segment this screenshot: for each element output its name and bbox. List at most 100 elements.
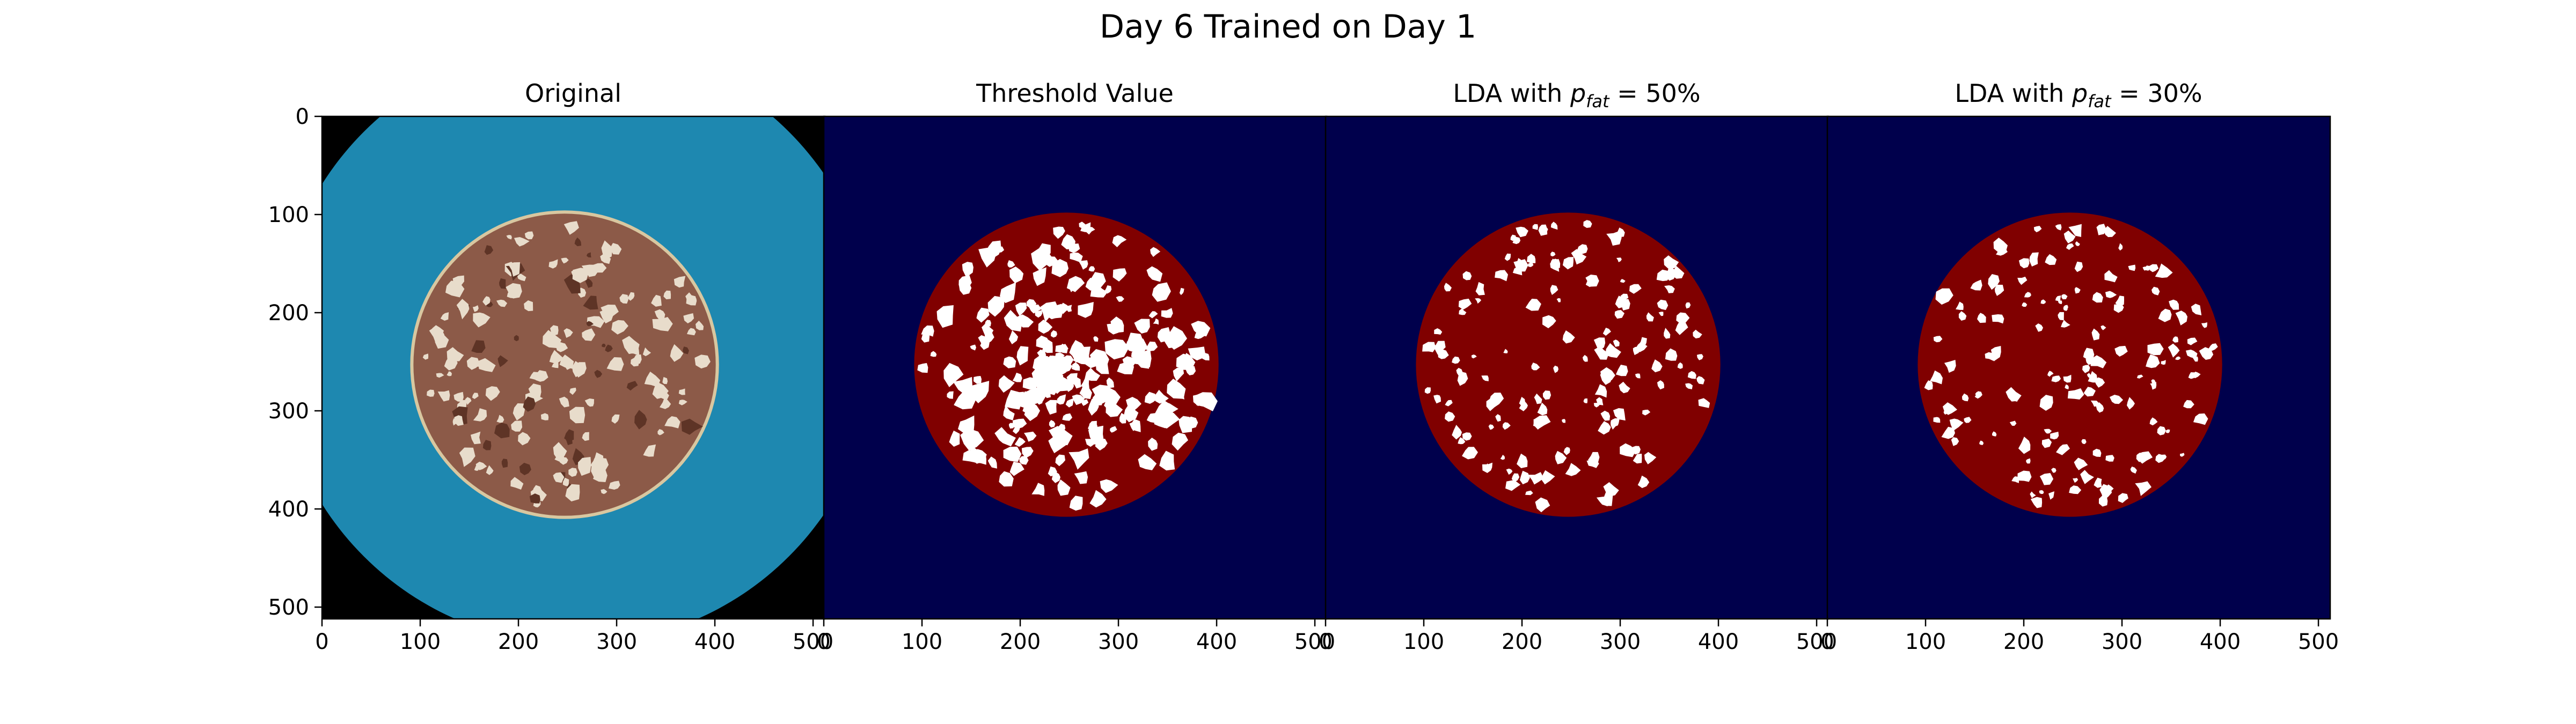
mask-fat-region bbox=[2041, 438, 2052, 448]
mask-fat-region bbox=[1542, 390, 1552, 400]
mask-fat-region bbox=[1452, 425, 1462, 440]
mask-fat-region bbox=[1512, 267, 1523, 276]
mask-fat-region bbox=[1005, 390, 1022, 410]
mask-fat-region bbox=[1992, 314, 2004, 324]
mask-fat-region bbox=[1598, 421, 1611, 435]
salami-texture-spot bbox=[571, 270, 576, 277]
mask-fat-region bbox=[1696, 376, 1705, 385]
salami-texture-spot bbox=[634, 410, 647, 430]
mask-fat-region bbox=[978, 335, 987, 344]
salami-texture-spot bbox=[437, 390, 450, 402]
mask-fat-region bbox=[2158, 308, 2172, 322]
salami-texture-spot bbox=[436, 373, 444, 378]
mask-fat-region bbox=[1074, 471, 1088, 484]
salami-texture-spot bbox=[610, 360, 619, 370]
mask-fat-region bbox=[1089, 420, 1097, 430]
salami-texture-spot bbox=[657, 429, 664, 435]
x-tick-label: 500 bbox=[1796, 630, 1837, 654]
y-tick-label: 500 bbox=[268, 595, 309, 620]
mask-fat-region bbox=[960, 428, 984, 451]
salami-texture-spot bbox=[582, 432, 589, 441]
mask-fat-region bbox=[1003, 356, 1016, 368]
panel-lda-30: LDA with pfat = 30% 0 100 200 300 400 500 bbox=[1820, 79, 2339, 654]
panel-title-lda-50: LDA with pfat = 50% bbox=[1453, 79, 1700, 112]
mask-fat-region bbox=[1146, 413, 1158, 423]
mask-fat-region bbox=[1188, 346, 1205, 361]
salami-texture-spot bbox=[435, 334, 449, 349]
mask-fat-region bbox=[2130, 466, 2137, 474]
mask-fat-region bbox=[1613, 339, 1620, 347]
mask-fat-region bbox=[1078, 260, 1088, 270]
panel-title-lda-30: LDA with pfat = 30% bbox=[1955, 79, 2202, 112]
salami-texture-spot bbox=[486, 465, 494, 475]
mask-fat-region bbox=[1157, 327, 1171, 343]
mask-fat-region bbox=[1056, 394, 1066, 405]
mask-fat-region bbox=[2017, 276, 2028, 285]
mask-fat-region bbox=[1080, 379, 1089, 388]
salami-texture-spot bbox=[611, 414, 620, 424]
mask-fat-region bbox=[2091, 328, 2100, 341]
mask-fat-region bbox=[1519, 396, 1525, 407]
mask-fat-region bbox=[1434, 328, 1443, 335]
salami-texture-spot bbox=[574, 237, 582, 247]
mask-fat-region bbox=[2109, 395, 2124, 404]
mask-fat-region bbox=[2018, 437, 2031, 454]
mask-fat-region bbox=[1176, 353, 1196, 370]
mask-fat-region bbox=[985, 331, 994, 345]
mask-fat-region bbox=[1943, 410, 1948, 415]
y-tick-label: 300 bbox=[268, 399, 309, 424]
mask-fat-region bbox=[1431, 344, 1437, 349]
mask-fat-region bbox=[1031, 248, 1053, 271]
mask-fat-region bbox=[1698, 398, 1710, 408]
lda-30-title-prefix: LDA with bbox=[1955, 79, 2072, 108]
mask-fat-region bbox=[1949, 418, 1964, 431]
mask-fat-region bbox=[1179, 416, 1192, 433]
mask-fat-region bbox=[1009, 267, 1024, 284]
salami-texture-spot bbox=[609, 481, 620, 490]
x-tick-label: 500 bbox=[1294, 630, 1335, 654]
salami-texture-spot bbox=[564, 429, 574, 442]
mask-fat-region bbox=[1610, 419, 1618, 430]
mask-fat-region bbox=[1435, 341, 1446, 355]
mask-fat-region bbox=[1672, 265, 1685, 279]
mask-fat-region bbox=[921, 325, 934, 337]
y-tick-label: 100 bbox=[268, 203, 309, 227]
mask-fat-region bbox=[2022, 302, 2028, 307]
mask-fat-region bbox=[2192, 356, 2198, 362]
salami-texture-spot bbox=[651, 294, 662, 307]
salami-texture-spot bbox=[696, 320, 704, 330]
mask-fat-region bbox=[1444, 283, 1452, 292]
salami-texture-spot bbox=[496, 299, 508, 307]
mask-fat-region bbox=[1049, 420, 1056, 428]
x-axis-lda-50: 0 100 200 300 400 500 bbox=[1319, 619, 1837, 654]
mask-fat-region bbox=[974, 376, 982, 384]
mask-fat-region bbox=[1026, 299, 1037, 308]
mask-fat-region bbox=[2048, 491, 2054, 500]
salami-texture-spot bbox=[662, 376, 668, 385]
mask-fat-region bbox=[1123, 403, 1139, 423]
mask-fat-region bbox=[1055, 454, 1065, 467]
mask-fat-region bbox=[2180, 453, 2185, 457]
mask-fat-region bbox=[2172, 336, 2178, 343]
salami-texture-spot bbox=[514, 335, 519, 342]
mask-fat-region bbox=[1061, 234, 1075, 249]
salami-texture-spot bbox=[496, 415, 504, 423]
mask-fat-region bbox=[2063, 374, 2072, 383]
mask-fat-region bbox=[2114, 345, 2128, 357]
mask-fat-region bbox=[1003, 405, 1015, 420]
mask-fat-region bbox=[1951, 437, 1959, 446]
mask-fat-region bbox=[2061, 294, 2068, 300]
mask-meat-region bbox=[1416, 212, 1721, 517]
mask-fat-region bbox=[2106, 484, 2114, 492]
mask-fat-region bbox=[1988, 274, 2000, 290]
mask-fat-region bbox=[2149, 264, 2159, 272]
x-tick-label: 100 bbox=[1905, 630, 1946, 654]
salami-texture-spot bbox=[484, 245, 494, 255]
panel-title-original: Original bbox=[525, 79, 621, 108]
mask-fat-region bbox=[1462, 432, 1472, 441]
mask-fat-region bbox=[1074, 376, 1081, 389]
salami-texture-spot bbox=[444, 356, 458, 371]
mask-fat-region bbox=[1152, 282, 1171, 302]
salami-texture-spot bbox=[694, 354, 711, 369]
mask-fat-region bbox=[1992, 431, 1997, 437]
